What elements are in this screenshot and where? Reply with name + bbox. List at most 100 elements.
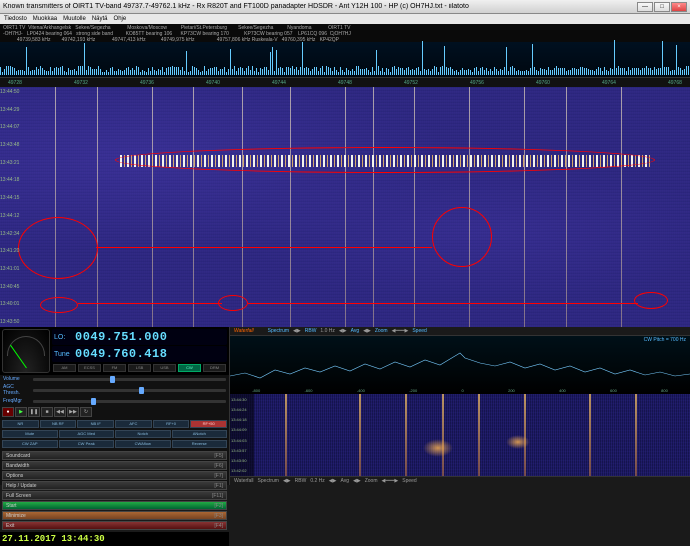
avg-label[interactable]: Avg [351, 328, 360, 334]
fn-helpupdate[interactable]: Help / Update[F1] [2, 481, 227, 490]
fn-soundcard[interactable]: Soundcard[F5] [2, 451, 227, 460]
mode-usb[interactable]: USB [153, 364, 176, 372]
dsp-cwaflow[interactable]: CWAflow [115, 440, 171, 448]
audio-time-tick: 13:43:57 [231, 448, 254, 453]
fn-options[interactable]: Options[F7] [2, 471, 227, 480]
fn-bandwidth[interactable]: Bandwidth[F6] [2, 461, 227, 470]
mode-fm[interactable]: FM [103, 364, 126, 372]
rf-spectrum-display[interactable] [0, 42, 690, 78]
dsp-nbrf[interactable]: NB RF [40, 420, 77, 428]
audio-waterfall-display[interactable]: 13:44:3013:44:2413:44:1813:44:0913:44:03… [230, 394, 690, 476]
fn-key: [F7] [214, 473, 223, 479]
speed-label[interactable]: Speed [412, 328, 426, 334]
avg-label-2[interactable]: Avg [340, 478, 349, 484]
dsp-notch[interactable]: Notch [115, 430, 171, 438]
maximize-button[interactable]: □ [654, 2, 670, 12]
fn-minimize[interactable]: Minimize[F3] [2, 511, 227, 520]
audio-carrier-trace [405, 394, 407, 476]
rbw-value[interactable]: 1.0 Hz [320, 328, 334, 334]
slider-volume: Volume [0, 375, 229, 383]
frequency-display: LO: 0049.751.000 Tune 0049.760.418 AMECS… [52, 329, 227, 373]
dsp-mute[interactable]: Mute [2, 430, 58, 438]
slider-label: FreqMgr [3, 398, 31, 404]
annotation-ellipse [115, 147, 655, 173]
carrier-trace [373, 87, 374, 327]
mode-am[interactable]: AM [53, 364, 76, 372]
fn-label: Exit [6, 523, 14, 529]
lo-frequency[interactable]: 0049.751.000 [75, 330, 167, 344]
carrier-trace [566, 87, 567, 327]
stop-button[interactable]: ■ [41, 407, 53, 417]
time-tick: 13:43:50 [0, 319, 26, 325]
close-button[interactable]: × [671, 2, 687, 12]
menu-item-ohje[interactable]: Ohje [114, 16, 127, 22]
speed-label-2[interactable]: Speed [402, 478, 416, 484]
mode-cw[interactable]: CW [178, 364, 201, 372]
minimize-button[interactable]: — [637, 2, 653, 12]
dsp-nbif[interactable]: NB IF [77, 420, 114, 428]
audio-spectrum-toolbar: Waterfall Spectrum ◀▶ RBW 1.0 Hz ◀▶ Avg … [230, 327, 690, 336]
time-tick: 13:40:45 [0, 284, 26, 290]
fn-fullscreen[interactable]: Full Screen[F11] [2, 491, 227, 500]
dsp-afc[interactable]: AFC [115, 420, 152, 428]
dsp-cwpeak[interactable]: CW Peak [59, 440, 115, 448]
slider-agcthresh: AGC Thresh. [0, 383, 229, 397]
mode-ecss[interactable]: ECSS [78, 364, 101, 372]
prev-button[interactable]: ◀◀ [54, 407, 66, 417]
waterfall-label-2[interactable]: Waterfall [234, 478, 254, 484]
annotation-line [248, 303, 638, 304]
dsp-cwzap[interactable]: CW ZAP [2, 440, 58, 448]
waterfall-label[interactable]: Waterfall [234, 328, 254, 334]
record-button[interactable]: ● [2, 407, 14, 417]
loop-button[interactable]: ↻ [80, 407, 92, 417]
spectrum-label-2[interactable]: Spectrum [258, 478, 279, 484]
dsp-reverse[interactable]: Reverse [172, 440, 228, 448]
audio-time-tick: 13:44:24 [231, 407, 254, 412]
fn-start[interactable]: Start[F2] [2, 501, 227, 510]
dsp-nr[interactable]: NR [2, 420, 39, 428]
fn-exit[interactable]: Exit[F4] [2, 521, 227, 530]
menu-item-muutolle[interactable]: Muutolle [63, 16, 86, 22]
carrier-trace [414, 87, 415, 327]
time-tick: 13:44:29 [0, 107, 26, 113]
menu-item-näytä[interactable]: Näytä [92, 16, 108, 22]
spectrum-label[interactable]: Spectrum [268, 328, 289, 334]
next-button[interactable]: ▶▶ [67, 407, 79, 417]
control-panel: LO: 0049.751.000 Tune 0049.760.418 AMECS… [0, 327, 690, 485]
fn-label: Full Screen [6, 493, 31, 499]
tune-frequency[interactable]: 0049.760.418 [75, 347, 167, 361]
dsp-agcmed[interactable]: AGC Med [59, 430, 115, 438]
audio-time-tick: 13:43:50 [231, 458, 254, 463]
time-tick: 13:44:18 [0, 177, 26, 183]
dsp-anotch[interactable]: ANotch [172, 430, 228, 438]
slider-thumb[interactable] [110, 376, 115, 383]
signal-blob [506, 435, 530, 449]
dsp-rf50[interactable]: RF+50 [190, 420, 227, 428]
freq-tick: 49752 [404, 80, 418, 86]
slider-track[interactable] [33, 378, 226, 381]
slider-track[interactable] [33, 400, 226, 403]
play-button[interactable]: ▶ [15, 407, 27, 417]
rbw-label: RBW [305, 328, 317, 334]
mode-lsb[interactable]: LSB [128, 364, 151, 372]
slider-track[interactable] [33, 389, 226, 392]
dsp-row-3: CW ZAPCW PeakCWAflowReverse [0, 439, 229, 449]
fn-key: [F1] [214, 483, 223, 489]
menu-item-muokkaa[interactable]: Muokkaa [33, 16, 57, 22]
zoom-label-2[interactable]: Zoom [365, 478, 378, 484]
rf-waterfall-display[interactable]: 13:44:5013:44:2913:44:0713:43:4813:43:21… [0, 87, 690, 327]
dsp-row-2: MuteAGC MedNotchANotch [0, 429, 229, 439]
zoom-label[interactable]: Zoom [375, 328, 388, 334]
dsp-rf0[interactable]: RF+0 [153, 420, 190, 428]
slider-thumb[interactable] [91, 398, 96, 405]
mode-drm[interactable]: DRM [203, 364, 226, 372]
pause-button[interactable]: ❚❚ [28, 407, 40, 417]
slider-thumb[interactable] [139, 387, 144, 394]
audio-spectrum-display[interactable]: CW Pitch = 700 Hz -800-600-400-200020040… [230, 336, 690, 394]
time-tick: 13:44:50 [0, 89, 26, 95]
menu-item-tiedosto[interactable]: Tiedosto [4, 16, 27, 22]
rbw-value-2[interactable]: 0.2 Hz [310, 478, 324, 484]
window-titlebar: Known transmitters of OIRT1 TV-band 4973… [0, 0, 690, 14]
carrier-trace [193, 87, 194, 327]
audio-time-tick: 13:44:18 [231, 417, 254, 422]
